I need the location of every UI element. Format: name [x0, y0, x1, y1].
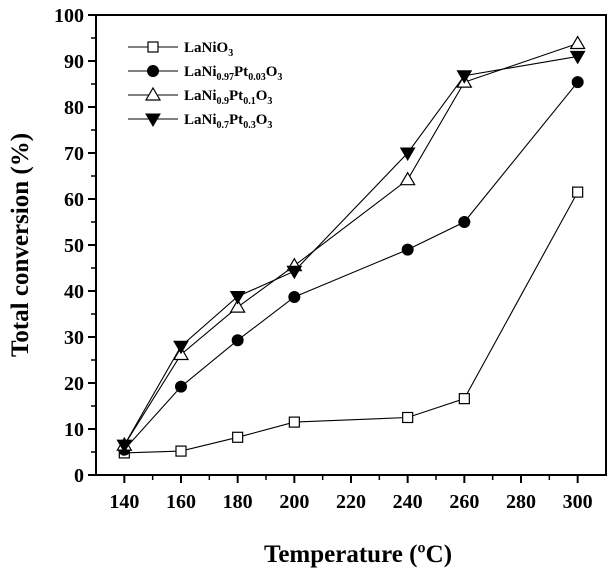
legend-marker — [145, 113, 161, 127]
data-point — [399, 171, 416, 186]
x-axis-title: Temperature (ºC) — [264, 541, 452, 568]
data-point — [458, 393, 470, 405]
data-point — [288, 416, 300, 428]
data-point — [116, 439, 133, 454]
y-tick-label: 40 — [64, 281, 84, 303]
legend-label-subscript: 0.97 — [217, 72, 235, 83]
series-layer — [116, 35, 586, 459]
legend-label-part: LaNi — [184, 88, 217, 104]
legend-marker — [144, 86, 162, 101]
legend-label-part: Pt — [229, 112, 243, 128]
legend-label-subscript: 0.03 — [248, 72, 266, 83]
y-tick-label: 90 — [64, 51, 84, 73]
y-tick-label: 70 — [64, 143, 84, 165]
legend-label-part: LaNi — [184, 64, 217, 80]
x-tick-label: 300 — [563, 491, 593, 513]
data-point — [572, 186, 584, 198]
legend-label-part: LaNi — [184, 112, 217, 128]
x-tick-label: 200 — [279, 491, 309, 513]
legend-label-part: O — [266, 64, 278, 80]
data-point — [402, 411, 414, 424]
data-point — [232, 431, 244, 443]
legend-entry: LaNi0.97Pt0.03O3 — [128, 64, 282, 83]
data-point — [569, 50, 586, 65]
series-1 — [118, 76, 584, 456]
data-point — [175, 445, 187, 457]
data-point — [175, 380, 187, 393]
data-point — [173, 340, 189, 355]
legend-label-subscript: 3 — [228, 48, 233, 59]
plot-frame — [95, 14, 607, 476]
data-point — [401, 243, 414, 256]
legend-label-subscript: 3 — [277, 72, 282, 83]
y-tick-label: 20 — [64, 373, 84, 395]
x-tick-label: 280 — [506, 491, 536, 513]
data-point — [286, 265, 303, 280]
data-point — [571, 76, 584, 89]
legend-label: LaNiO3 — [184, 40, 233, 59]
data-point — [288, 290, 301, 303]
y-tick-label: 80 — [64, 97, 84, 119]
legend-label-subscript: 0.1 — [243, 96, 256, 107]
legend-marker — [147, 41, 159, 53]
legend-label-part: O — [256, 112, 268, 128]
legend-label-part: Pt — [234, 64, 248, 80]
data-point — [399, 147, 416, 161]
series-0 — [118, 186, 584, 459]
x-tick-label: 260 — [449, 491, 479, 513]
data-point — [231, 334, 244, 347]
data-point — [569, 35, 586, 50]
legend-marker — [147, 65, 159, 77]
legend-label-subscript: 0.9 — [217, 96, 230, 107]
data-point — [229, 298, 246, 313]
legend-label: LaNi0.9Pt0.1O3 — [184, 88, 272, 107]
data-point — [458, 216, 471, 228]
y-tick-label: 100 — [54, 5, 84, 27]
y-tick-label: 50 — [64, 235, 84, 257]
series-line — [123, 81, 579, 451]
series-3 — [116, 50, 586, 454]
legend-label-subscript: 0.3 — [243, 120, 256, 131]
x-tick-label: 160 — [166, 491, 196, 513]
x-tick-label: 180 — [223, 491, 253, 513]
legend-label-subscript: 3 — [267, 96, 272, 107]
legend: LaNiO3LaNi0.97Pt0.03O3LaNi0.9Pt0.1O3LaNi… — [128, 40, 282, 131]
y-tick-label: 30 — [64, 327, 84, 349]
legend-entry: LaNi0.9Pt0.1O3 — [128, 86, 272, 107]
series-line — [124, 191, 579, 454]
legend-label: LaNi0.7Pt0.3O3 — [184, 112, 272, 131]
y-tick-label: 0 — [74, 465, 84, 487]
legend-label: LaNi0.97Pt0.03O3 — [184, 64, 282, 83]
data-point — [456, 70, 473, 84]
x-tick-label: 220 — [336, 491, 366, 513]
legend-label-part: O — [256, 88, 268, 104]
y-axis-title: Total conversion (%) — [7, 133, 34, 357]
y-tick-label: 10 — [64, 419, 84, 441]
y-tick-label: 60 — [64, 189, 84, 211]
legend-entry: LaNiO3 — [128, 40, 233, 59]
legend-entry: LaNi0.7Pt0.3O3 — [128, 112, 272, 131]
plot-area: 140 160 180 200 220 240 260 280 300 0 10 20 30 40 50 60… — [54, 5, 607, 513]
legend-label-part: LaNiO — [184, 40, 228, 56]
x-tick-label: 140 — [109, 491, 139, 513]
data-point — [229, 291, 246, 305]
legend-label-subscript: 3 — [267, 120, 272, 131]
legend-label-subscript: 0.7 — [217, 120, 230, 131]
x-tick-label: 240 — [393, 491, 423, 513]
legend-label-part: Pt — [229, 88, 243, 104]
